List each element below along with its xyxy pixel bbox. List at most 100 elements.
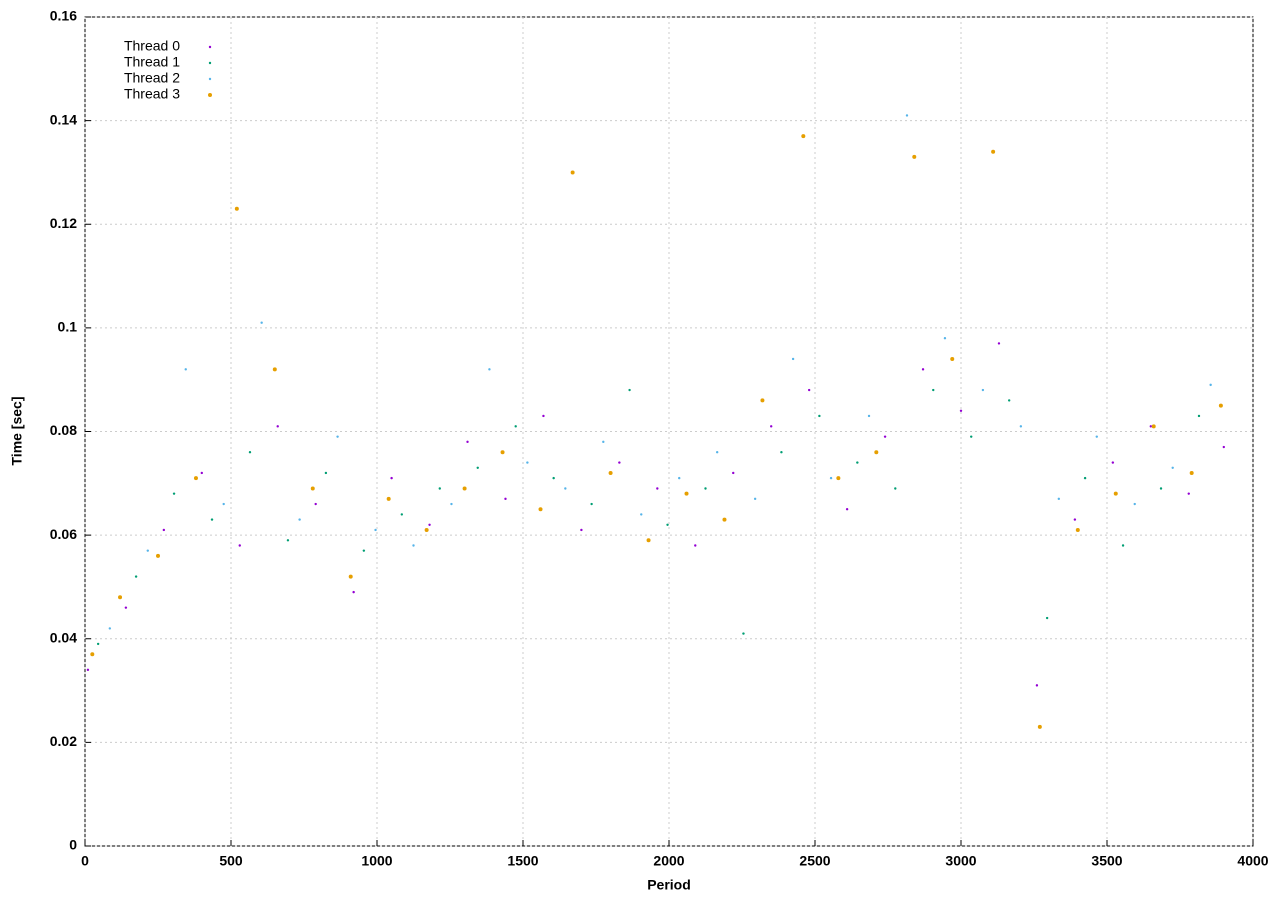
- data-point: [1187, 492, 1190, 495]
- data-point: [666, 523, 669, 526]
- data-point: [950, 356, 955, 361]
- y-tick-label: 0.04: [50, 629, 77, 645]
- data-point: [656, 487, 659, 490]
- data-point: [678, 476, 681, 480]
- data-point: [504, 497, 507, 501]
- data-point: [286, 539, 290, 542]
- data-point: [210, 518, 214, 521]
- data-point: [646, 538, 651, 543]
- data-point: [1133, 502, 1136, 506]
- data-point: [1037, 724, 1042, 729]
- data-point: [780, 451, 783, 454]
- data-point: [374, 528, 377, 532]
- legend-marker: [208, 45, 212, 49]
- data-point: [807, 388, 811, 392]
- legend-label: Thread 2: [124, 70, 180, 86]
- data-point: [564, 487, 567, 490]
- y-tick-label: 0.06: [50, 526, 77, 542]
- data-point: [753, 497, 757, 501]
- x-tick-label: 3500: [1091, 853, 1122, 869]
- x-tick-label: 4000: [1237, 853, 1268, 869]
- data-point: [1197, 414, 1201, 418]
- data-point: [883, 435, 887, 438]
- data-point: [314, 502, 317, 506]
- data-point: [570, 170, 575, 175]
- data-point: [818, 414, 821, 418]
- data-point: [845, 508, 849, 511]
- data-point: [348, 574, 353, 579]
- data-point: [867, 414, 871, 418]
- data-point: [1035, 684, 1039, 687]
- data-point: [162, 528, 166, 532]
- x-tick-label: 0: [81, 853, 89, 869]
- data-point: [542, 414, 545, 418]
- data-point: [981, 388, 985, 392]
- data-point: [1189, 470, 1194, 475]
- x-tick-label: 2000: [653, 853, 684, 869]
- data-point: [172, 492, 176, 495]
- data-point: [90, 652, 95, 657]
- data-point: [829, 476, 833, 480]
- data-point: [86, 668, 90, 672]
- data-point: [770, 425, 773, 428]
- data-point: [238, 544, 241, 547]
- data-point: [438, 487, 441, 490]
- data-point: [932, 388, 935, 392]
- data-point: [618, 461, 621, 464]
- data-point: [1083, 476, 1087, 480]
- data-point: [260, 321, 263, 324]
- data-point: [760, 398, 765, 403]
- x-tick-label: 500: [219, 853, 243, 869]
- data-point: [488, 368, 491, 371]
- x-axis-label: Period: [647, 877, 691, 893]
- data-point: [894, 487, 897, 490]
- data-point: [124, 606, 128, 609]
- data-point: [222, 502, 225, 506]
- data-point: [856, 461, 859, 464]
- data-point: [791, 357, 795, 361]
- data-point: [1007, 399, 1011, 402]
- data-point: [684, 491, 689, 496]
- data-point: [500, 450, 505, 455]
- data-point: [310, 486, 315, 491]
- data-point: [997, 342, 1001, 345]
- y-tick-label: 0.16: [50, 8, 77, 24]
- data-point: [324, 471, 328, 475]
- data-point: [108, 627, 112, 630]
- data-point: [193, 476, 198, 481]
- legend-marker: [208, 77, 212, 81]
- data-point: [1218, 403, 1223, 408]
- data-point: [580, 528, 583, 532]
- x-tick-label: 1000: [361, 853, 392, 869]
- data-point: [722, 517, 727, 522]
- data-point: [694, 544, 697, 547]
- data-point: [801, 134, 806, 139]
- y-tick-label: 0.1: [58, 319, 78, 335]
- data-point: [298, 518, 301, 521]
- data-point: [466, 440, 469, 444]
- data-point: [400, 513, 404, 516]
- data-point: [514, 425, 517, 428]
- data-point: [538, 507, 543, 512]
- data-point: [590, 502, 593, 506]
- data-point: [96, 642, 100, 646]
- y-tick-label: 0.12: [50, 215, 77, 231]
- legend-label: Thread 0: [124, 38, 180, 54]
- data-point: [1209, 383, 1212, 387]
- data-point: [1113, 491, 1118, 496]
- legend-marker: [208, 61, 212, 65]
- data-point: [1159, 487, 1163, 490]
- data-point: [134, 575, 138, 578]
- data-point: [1222, 445, 1226, 449]
- data-point: [704, 487, 707, 490]
- data-point: [1057, 497, 1061, 501]
- data-point: [628, 388, 631, 392]
- data-point: [336, 435, 339, 438]
- data-point: [184, 368, 187, 371]
- y-tick-label: 0.14: [50, 111, 77, 127]
- data-point: [836, 476, 841, 481]
- data-point: [462, 486, 467, 491]
- x-tick-label: 3000: [945, 853, 976, 869]
- legend-marker: [208, 93, 212, 97]
- data-point: [905, 114, 909, 117]
